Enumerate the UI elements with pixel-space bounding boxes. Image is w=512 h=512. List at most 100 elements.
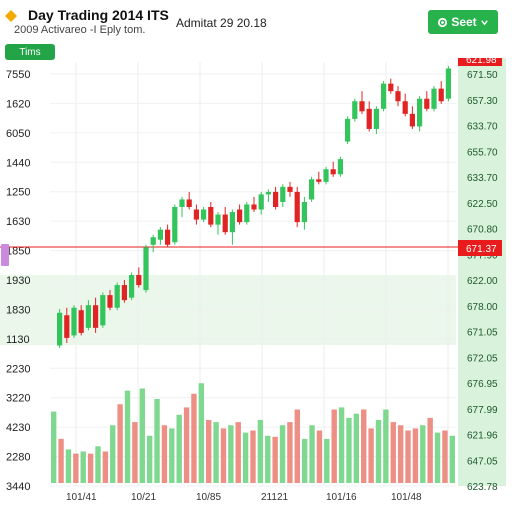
candle[interactable] — [258, 194, 264, 210]
x-axis-label: 101/48 — [391, 492, 422, 503]
candle[interactable] — [229, 212, 235, 233]
candle[interactable] — [273, 191, 279, 207]
chevron-down-icon — [480, 19, 488, 25]
candle[interactable] — [366, 108, 372, 129]
volume-bar — [442, 430, 448, 483]
candle[interactable] — [78, 310, 84, 333]
left-axis-label: 3220 — [6, 393, 30, 405]
candle[interactable] — [121, 285, 127, 301]
candle[interactable] — [165, 229, 171, 245]
candle[interactable] — [301, 201, 307, 223]
candle[interactable] — [201, 209, 207, 220]
candle[interactable] — [107, 295, 113, 308]
candle[interactable] — [345, 118, 351, 142]
candle[interactable] — [330, 169, 336, 175]
volume-bar — [279, 425, 286, 483]
candle[interactable] — [352, 101, 358, 119]
candle[interactable] — [143, 247, 149, 291]
volume-bar — [110, 425, 116, 483]
right-axis-label: 633.70 — [467, 122, 498, 133]
select-button[interactable]: Seet — [428, 10, 498, 34]
candle[interactable] — [222, 214, 228, 233]
volume-bar — [169, 428, 175, 483]
volume-bar — [427, 417, 433, 483]
candle[interactable] — [64, 315, 70, 338]
x-axis-label: 101/41 — [66, 492, 97, 503]
candle[interactable] — [280, 186, 286, 202]
volume-bar — [73, 453, 79, 483]
right-axis-label: 657.30 — [467, 96, 498, 107]
candle[interactable] — [136, 274, 142, 286]
candle[interactable] — [431, 88, 437, 109]
candle[interactable] — [337, 159, 343, 175]
volume-bar — [161, 425, 168, 483]
candle[interactable] — [237, 209, 243, 223]
candle[interactable] — [395, 91, 401, 102]
header: Day Trading 2014 ITS 2009 Activareo -I E… — [0, 0, 512, 60]
candle[interactable] — [323, 169, 329, 182]
volume-bar — [361, 409, 367, 483]
timeframe-button[interactable]: Tims — [5, 44, 55, 60]
left-axis-label: 7550 — [6, 69, 30, 81]
candle[interactable] — [71, 307, 77, 336]
candle[interactable] — [186, 199, 192, 207]
candle[interactable] — [409, 113, 415, 127]
candle[interactable] — [381, 83, 387, 109]
volume-bar — [213, 422, 219, 483]
volume-bar — [191, 393, 197, 483]
volume-bar — [183, 407, 190, 483]
volume-bar — [405, 430, 411, 483]
volume-bar — [124, 390, 131, 483]
candle[interactable] — [100, 295, 106, 326]
volume-bar — [375, 420, 382, 483]
candle[interactable] — [157, 229, 163, 240]
candle[interactable] — [402, 101, 408, 114]
candle[interactable] — [114, 285, 120, 308]
right-axis-label: 670.80 — [467, 225, 498, 236]
candlestick-chart[interactable]: 7550 1620 6050 1440 1250 1630 1850 1930 1830 1130… — [0, 58, 512, 512]
candle[interactable] — [438, 88, 444, 102]
candle[interactable] — [193, 209, 199, 220]
candle[interactable] — [85, 305, 91, 328]
candle[interactable] — [57, 312, 63, 346]
candle[interactable] — [93, 305, 99, 328]
candle[interactable] — [359, 101, 365, 112]
candle[interactable] — [150, 237, 156, 245]
left-axis-label: 1850 — [6, 246, 30, 258]
volume-bar — [397, 425, 404, 483]
volume-bar — [102, 451, 109, 483]
candle[interactable] — [445, 68, 451, 99]
candle[interactable] — [265, 191, 271, 195]
volume-bar — [154, 399, 160, 483]
left-axis-label: 2230 — [6, 363, 30, 375]
candle[interactable] — [424, 98, 430, 109]
candle[interactable] — [373, 108, 379, 129]
candle[interactable] — [215, 214, 221, 225]
candle[interactable] — [287, 186, 293, 192]
right-axis-label: 671.50 — [467, 70, 498, 81]
candle[interactable] — [417, 98, 423, 127]
candle[interactable] — [388, 83, 394, 92]
candle[interactable] — [129, 274, 135, 298]
candle[interactable] — [294, 191, 300, 223]
right-axis-label: 621.96 — [467, 431, 498, 442]
candle[interactable] — [244, 204, 250, 223]
candle[interactable] — [251, 204, 257, 210]
candle[interactable] — [316, 179, 322, 182]
right-axis-label: 647.05 — [467, 456, 498, 467]
volume-bar — [368, 428, 374, 483]
right-axis-label: 655.70 — [467, 147, 498, 158]
page-title: Day Trading 2014 ITS — [28, 7, 169, 23]
left-axis-label: 1620 — [6, 98, 30, 110]
candle[interactable] — [179, 199, 185, 207]
diamond-icon — [5, 10, 17, 22]
marker-price-tag — [458, 240, 502, 256]
candle[interactable] — [208, 207, 214, 225]
candle[interactable] — [309, 179, 315, 200]
page-subtitle: 2009 Activareo -I Eply tom. — [14, 24, 146, 36]
volume-bar — [353, 413, 360, 483]
volume-bar — [324, 438, 330, 483]
right-axis-label: 622.50 — [467, 199, 498, 210]
candle[interactable] — [172, 207, 178, 243]
left-axis-label: 1930 — [6, 275, 30, 287]
